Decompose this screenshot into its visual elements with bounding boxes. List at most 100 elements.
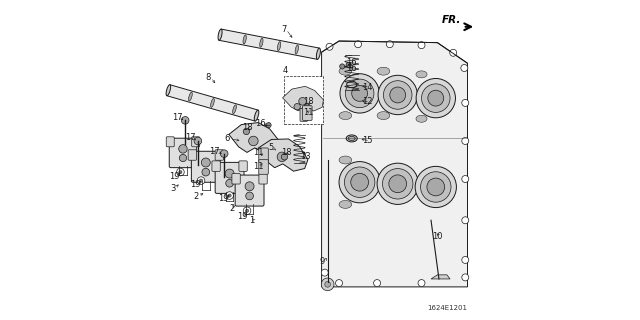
Ellipse shape <box>347 81 356 88</box>
Circle shape <box>420 172 451 202</box>
Circle shape <box>422 84 450 112</box>
Circle shape <box>202 168 210 176</box>
Circle shape <box>387 41 393 48</box>
FancyBboxPatch shape <box>188 150 196 160</box>
Text: 19: 19 <box>190 180 201 189</box>
Circle shape <box>197 177 205 184</box>
Text: 6: 6 <box>225 134 230 143</box>
Circle shape <box>344 167 375 197</box>
Text: 16: 16 <box>346 59 357 68</box>
Circle shape <box>427 178 445 196</box>
Ellipse shape <box>348 136 355 140</box>
Ellipse shape <box>339 67 352 75</box>
Circle shape <box>340 74 380 113</box>
Ellipse shape <box>166 85 171 96</box>
Text: 16: 16 <box>255 119 266 128</box>
Circle shape <box>462 274 468 281</box>
Circle shape <box>462 100 468 106</box>
Circle shape <box>304 104 310 110</box>
Polygon shape <box>321 41 467 287</box>
Circle shape <box>461 65 468 71</box>
Polygon shape <box>219 29 319 59</box>
Circle shape <box>462 217 468 224</box>
Text: 11: 11 <box>303 108 313 117</box>
Ellipse shape <box>416 71 427 78</box>
Text: 9: 9 <box>319 257 325 266</box>
Circle shape <box>321 269 328 276</box>
Text: FR.: FR. <box>442 15 461 25</box>
FancyBboxPatch shape <box>192 137 200 147</box>
Circle shape <box>321 278 334 291</box>
Text: 1: 1 <box>249 216 255 225</box>
Polygon shape <box>258 139 308 171</box>
FancyBboxPatch shape <box>191 151 220 182</box>
Text: 1624E1201: 1624E1201 <box>428 306 467 311</box>
Circle shape <box>340 64 345 69</box>
Ellipse shape <box>218 29 222 40</box>
Circle shape <box>418 280 425 287</box>
Text: 19: 19 <box>218 194 228 203</box>
Circle shape <box>390 87 406 103</box>
Polygon shape <box>167 85 258 121</box>
Ellipse shape <box>339 200 352 208</box>
Text: 14: 14 <box>362 83 373 92</box>
Text: 15: 15 <box>362 136 373 146</box>
Circle shape <box>248 136 258 146</box>
Circle shape <box>181 116 189 124</box>
Text: 19: 19 <box>170 172 180 181</box>
Circle shape <box>462 138 468 144</box>
Ellipse shape <box>243 35 246 44</box>
FancyBboxPatch shape <box>166 137 174 147</box>
Circle shape <box>282 154 287 160</box>
Ellipse shape <box>339 112 352 120</box>
Circle shape <box>225 169 234 178</box>
FancyBboxPatch shape <box>215 162 244 193</box>
Circle shape <box>245 182 254 191</box>
Circle shape <box>326 43 333 50</box>
Circle shape <box>355 41 362 48</box>
Circle shape <box>335 280 342 287</box>
Text: 5: 5 <box>268 143 273 152</box>
Ellipse shape <box>316 48 321 59</box>
Ellipse shape <box>254 110 259 121</box>
Circle shape <box>378 75 417 115</box>
Text: 17: 17 <box>184 133 195 142</box>
Text: 2: 2 <box>193 192 198 201</box>
Ellipse shape <box>339 156 352 164</box>
Text: 16: 16 <box>346 64 357 73</box>
Circle shape <box>226 192 234 199</box>
Polygon shape <box>282 86 323 111</box>
Text: 17: 17 <box>209 147 220 156</box>
Circle shape <box>179 154 187 162</box>
Ellipse shape <box>416 115 427 122</box>
Text: 10: 10 <box>432 232 443 241</box>
Circle shape <box>202 158 211 167</box>
Circle shape <box>177 168 184 176</box>
Circle shape <box>351 173 369 191</box>
Text: 18: 18 <box>281 148 291 157</box>
Ellipse shape <box>377 67 390 75</box>
Text: 17: 17 <box>173 113 183 122</box>
Circle shape <box>462 256 468 263</box>
FancyBboxPatch shape <box>232 173 240 184</box>
Circle shape <box>277 152 287 162</box>
FancyBboxPatch shape <box>300 108 308 121</box>
Circle shape <box>339 162 380 203</box>
Circle shape <box>194 137 202 145</box>
Text: 3: 3 <box>170 184 175 193</box>
Circle shape <box>374 280 381 287</box>
FancyBboxPatch shape <box>259 148 268 163</box>
FancyBboxPatch shape <box>284 76 323 124</box>
FancyBboxPatch shape <box>239 161 247 171</box>
Circle shape <box>383 169 413 199</box>
Circle shape <box>352 85 367 101</box>
FancyBboxPatch shape <box>212 161 220 171</box>
Ellipse shape <box>189 92 192 101</box>
Text: 18: 18 <box>243 124 253 132</box>
Text: 12: 12 <box>362 98 373 107</box>
Text: 13: 13 <box>300 152 311 161</box>
Text: 4: 4 <box>283 66 289 75</box>
Circle shape <box>377 163 419 204</box>
FancyBboxPatch shape <box>215 150 223 160</box>
Ellipse shape <box>277 42 281 51</box>
